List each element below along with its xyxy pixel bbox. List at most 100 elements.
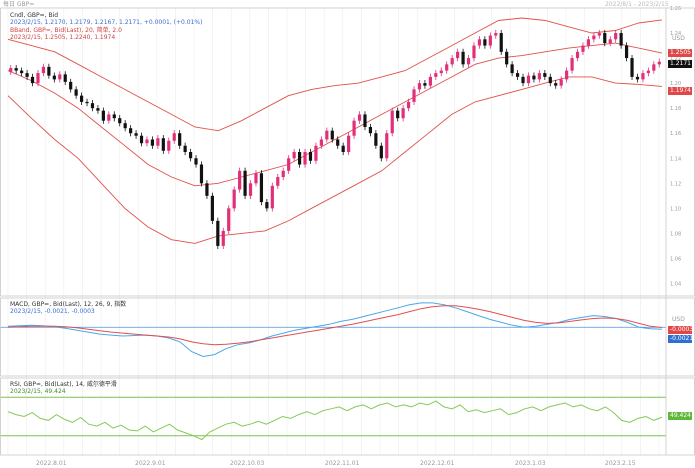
candle-body [641, 73, 645, 80]
candle-body [265, 202, 269, 209]
candle-body [107, 114, 111, 121]
candle-values: 2023/2/15, 1.2170, 1.2179, 1.2167, 1.217… [10, 19, 203, 26]
candle-body [565, 70, 569, 80]
candle-body [461, 51, 465, 65]
candle-body [510, 64, 514, 74]
rsi-tag: 49.424 [668, 412, 692, 420]
y-tick-label: 1.06 [670, 256, 681, 262]
candle-body [319, 139, 323, 146]
candle-body [205, 183, 209, 196]
candle-body [570, 58, 574, 71]
candle-body [401, 108, 405, 119]
candle-body [646, 70, 650, 74]
candle-body [123, 123, 127, 129]
candle-body [270, 185, 274, 209]
candle-body [238, 170, 242, 190]
candle-body [297, 152, 302, 165]
candle-body [30, 76, 35, 84]
candle-body [619, 33, 623, 46]
last-price-tag: 1.2171 [668, 60, 692, 68]
candle-body [368, 126, 373, 134]
candle-body [79, 95, 84, 102]
macd-unit: USD [672, 316, 685, 323]
lower-band-line [7, 76, 663, 244]
y-tick-label: 1.24 [670, 31, 681, 37]
candle-body [96, 108, 100, 111]
candle-body [101, 110, 105, 121]
y-axis-ticks: 1.26 1.24 1.22 1.20 1.18 1.16 1.14 1.12 1.10 1.08… [670, 6, 681, 287]
candle-body [90, 103, 95, 109]
bband-legend: BBand, GBP=, Bid(Last), 20, 简单, 2.0 [10, 27, 122, 34]
candle-body [406, 101, 411, 109]
candle-body [243, 170, 247, 196]
candlestick-series [9, 29, 661, 250]
candle-body [559, 79, 563, 86]
macd-lines [0, 302, 666, 358]
candle-body [194, 158, 198, 165]
candle-body [188, 152, 193, 159]
panel-border [0, 297, 695, 377]
signal-line [7, 305, 663, 346]
candle-body [25, 73, 29, 77]
candle-body [20, 70, 24, 74]
candle-body [347, 135, 351, 152]
candle-body [385, 133, 389, 159]
candle-body [586, 39, 591, 46]
candle-body [548, 76, 552, 84]
candle-body [390, 110, 394, 134]
candle-body [232, 189, 236, 209]
candle-body [635, 76, 640, 80]
candle-body [592, 35, 596, 40]
rsi-lines [0, 396, 666, 441]
candle-body [69, 81, 73, 90]
candle-body [287, 158, 291, 171]
candle-body [614, 33, 618, 40]
candle-body [624, 45, 629, 59]
macd-signal-tag: -0.0003 [668, 326, 694, 334]
candle-body [352, 120, 356, 136]
candle-body [581, 45, 585, 52]
candle-body [276, 177, 280, 186]
x-label-0: 2022.8.01 [36, 460, 67, 467]
candle-body [308, 152, 313, 161]
candle-body [439, 70, 443, 74]
candle-body [216, 220, 220, 246]
candle-body [129, 128, 133, 134]
candle-body [178, 133, 182, 146]
candle-body [52, 75, 56, 80]
candle-body [456, 51, 460, 59]
candle-body [314, 145, 318, 161]
y-tick-label: 1.08 [670, 231, 681, 237]
candle-body [532, 75, 536, 80]
y-tick-label: 1.16 [670, 131, 681, 137]
macd-legend: MACD, GBP=, Bid(Last), 12, 26, 9, 指数 [10, 301, 127, 308]
x-label-2: 2022.10.03 [230, 460, 265, 467]
candle-body [379, 145, 383, 159]
date-range: 2022/8/1 - 2023/2/15 [605, 1, 669, 8]
macd-line-tag: -0.0021 [668, 335, 694, 343]
rsi-line [7, 400, 663, 441]
candle-body [412, 89, 416, 102]
x-label-4: 2022.12.01 [420, 460, 455, 467]
candle-body [374, 133, 378, 146]
candle-body [477, 39, 482, 46]
y-tick-label: 1.26 [670, 6, 681, 12]
macd-values: 2023/2/15, -0.0021, -0.0003 [10, 308, 95, 315]
candle-body [74, 89, 78, 96]
candle-body [521, 76, 525, 84]
y-tick-label: 1.12 [670, 181, 681, 187]
candle-body [167, 140, 171, 151]
candle-body [156, 138, 160, 146]
x-label-5: 2023.1.03 [515, 460, 546, 467]
candle-body [14, 68, 18, 71]
candle-body [603, 33, 607, 44]
candle-body [608, 39, 612, 44]
y-tick-label: 1.14 [670, 156, 681, 162]
candle-body [9, 68, 13, 72]
candle-body [118, 118, 122, 124]
bollinger-bands [7, 17, 663, 244]
candle-body [145, 139, 149, 144]
candle-body [630, 58, 634, 77]
candle-body [36, 73, 40, 84]
candle-body [58, 74, 62, 80]
